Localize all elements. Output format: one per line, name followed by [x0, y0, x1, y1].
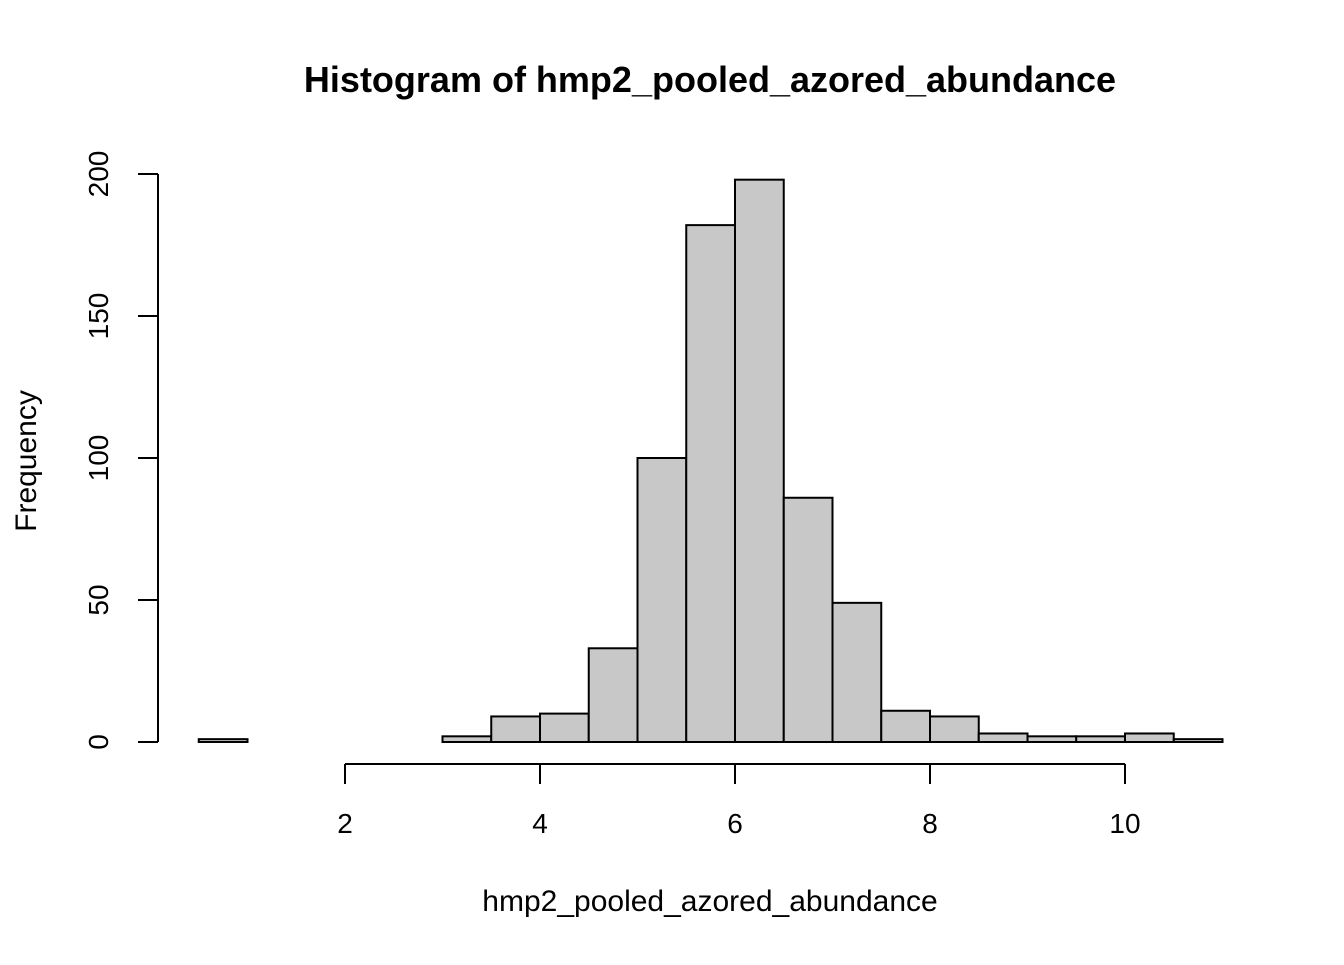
y-tick-label: 0: [83, 734, 114, 750]
x-tick-label: 6: [727, 808, 743, 839]
histogram-bar: [929, 715, 980, 744]
y-axis: 0 50 100 150 200: [83, 151, 159, 750]
x-tick-label: 4: [532, 808, 548, 839]
histogram-bar: [636, 457, 688, 743]
histogram-bar: [977, 732, 1029, 743]
histogram-bar: [1172, 738, 1224, 743]
histogram-bar: [880, 709, 931, 744]
y-tick-label: 50: [83, 584, 114, 615]
histogram-bar: [587, 647, 639, 744]
x-tick-label: 8: [922, 808, 938, 839]
y-tick-label: 150: [83, 293, 114, 340]
histogram-bar: [734, 178, 785, 743]
histogram-bar: [1124, 732, 1175, 743]
x-axis: 2 4 6 8 10: [337, 763, 1141, 839]
chart-title: Histogram of hmp2_pooled_azored_abundanc…: [304, 59, 1116, 100]
x-tick-label: 2: [337, 808, 353, 839]
x-axis-label: hmp2_pooled_azored_abundance: [482, 885, 937, 918]
histogram-bar: [831, 601, 883, 744]
histogram-bar: [1075, 735, 1126, 744]
histogram-bar: [782, 496, 834, 744]
histogram-bar: [1026, 735, 1078, 744]
bars-group: [197, 178, 1224, 744]
y-tick-label: 200: [83, 151, 114, 198]
histogram-bar: [441, 735, 493, 744]
histogram-bar: [539, 712, 590, 743]
y-axis-label: Frequency: [10, 390, 43, 532]
histogram-bar: [197, 738, 249, 743]
y-tick-label: 100: [83, 435, 114, 482]
histogram-bar: [685, 224, 736, 743]
x-tick-label: 10: [1109, 808, 1140, 839]
histogram-bar: [490, 715, 541, 744]
